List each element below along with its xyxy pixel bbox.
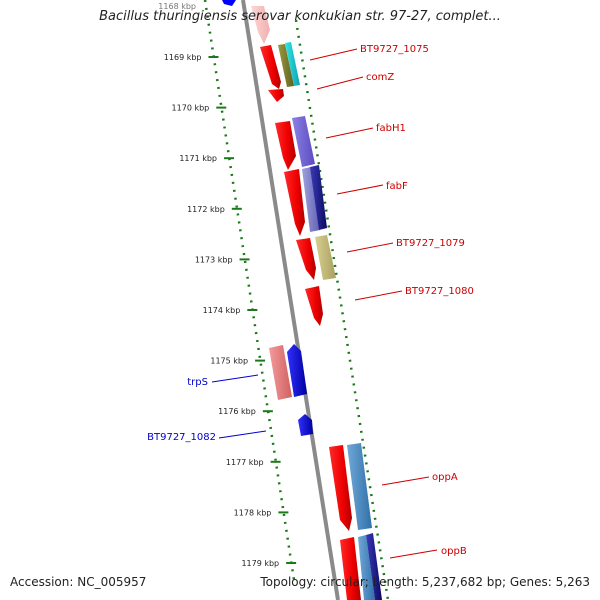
- gene-label-comz[interactable]: comZ: [366, 72, 394, 83]
- tick-label: 1177 kbp: [226, 458, 264, 467]
- gene-arrow-bt9727-1079: [296, 238, 316, 280]
- map-title: Bacillus thuringiensis serovar konkukian…: [99, 9, 501, 24]
- gene-box-oppa-steel: [347, 443, 372, 530]
- gene-arrow-oppb: [340, 537, 361, 600]
- gene-arrow-top-partial: [251, 6, 270, 44]
- gene-label-bt9727-1075[interactable]: BT9727_1075: [360, 44, 429, 55]
- gene-box-1079-olive: [315, 235, 336, 280]
- tick-label: 1173 kbp: [195, 255, 233, 264]
- tick-label: 1169 kbp: [164, 53, 202, 62]
- gene-arrow-bt9727-1080: [305, 286, 323, 326]
- gene-label-fabh1[interactable]: fabH1: [376, 123, 406, 134]
- gene-arrow-top-small: [222, 0, 236, 6]
- tick-label: 1178 kbp: [234, 508, 272, 517]
- topology-text: Topology: circular; Length: 5,237,682 bp…: [260, 575, 590, 589]
- gene-box-1075-olive: [278, 44, 294, 87]
- gene-arrow-comz: [268, 89, 284, 102]
- scale-tick-labels: 1168 kbp 1169 kbp 1170 kbp 1171 kbp 1172 kb…: [158, 2, 279, 568]
- gene-label-trps[interactable]: trpS: [187, 377, 208, 388]
- gene-arrow-bt9727-1075: [260, 45, 281, 89]
- tick-label: 1170 kbp: [172, 104, 210, 113]
- gene-label-bt9727-1080[interactable]: BT9727_1080: [405, 286, 474, 297]
- gene-labels: BT9727_1075 comZ fabH1 fabF BT9727_1079 …: [147, 44, 474, 557]
- scale-arc-outer: [294, 19, 390, 600]
- gene-arrow-oppa: [329, 445, 352, 531]
- leader-bt9727-1079: [346, 242, 394, 253]
- leader-fabh1: [325, 127, 374, 139]
- gene-box-fabf-navy: [310, 165, 327, 230]
- gene-label-oppa[interactable]: oppA: [432, 472, 458, 483]
- leader-bt9727-1075: [309, 48, 358, 61]
- tick-label: 1179 kbp: [241, 559, 279, 568]
- accession-text: Accession: NC_005957: [10, 575, 147, 589]
- tick-label: 1175 kbp: [210, 357, 248, 366]
- leader-trps: [211, 374, 259, 383]
- tick-label-top-partial: 1168 kbp: [158, 2, 196, 11]
- tick-label: 1174 kbp: [203, 306, 241, 315]
- tick-label: 1172 kbp: [187, 205, 225, 214]
- scale-ticks: [208, 56, 297, 564]
- gene-box-1075-cyan: [285, 42, 300, 86]
- gene-arrow-trps: [287, 344, 307, 397]
- leader-oppb: [389, 549, 438, 559]
- gene-arrow-bt9727-1082: [298, 414, 313, 436]
- gene-label-leaders: [211, 48, 438, 559]
- scale-arc-inner: [203, 0, 296, 581]
- gene-arrow-fabf: [284, 169, 305, 236]
- gene-box-trps-pink: [269, 345, 292, 400]
- gene-label-bt9727-1082[interactable]: BT9727_1082: [147, 432, 216, 443]
- tick-label: 1176 kbp: [218, 407, 256, 416]
- gene-arrow-fabh1: [275, 121, 296, 170]
- gene-features: [222, 0, 382, 600]
- leader-bt9727-1080: [354, 290, 403, 301]
- leader-fabf: [336, 184, 384, 195]
- gene-label-fabf[interactable]: fabF: [386, 181, 408, 192]
- gene-box-fabf-lav: [302, 167, 320, 232]
- gene-label-oppb[interactable]: oppB: [441, 546, 467, 557]
- leader-comz: [316, 76, 364, 90]
- gene-box-oppb-navy: [366, 533, 382, 600]
- gene-label-bt9727-1079[interactable]: BT9727_1079: [396, 238, 465, 249]
- genome-backbone: [241, 0, 340, 600]
- gene-box-oppb-steel: [358, 535, 375, 600]
- gene-box-fabh1-purple: [292, 116, 315, 167]
- tick-label: 1171 kbp: [179, 154, 217, 163]
- leader-oppa: [381, 476, 430, 486]
- leader-bt9727-1082: [218, 430, 267, 439]
